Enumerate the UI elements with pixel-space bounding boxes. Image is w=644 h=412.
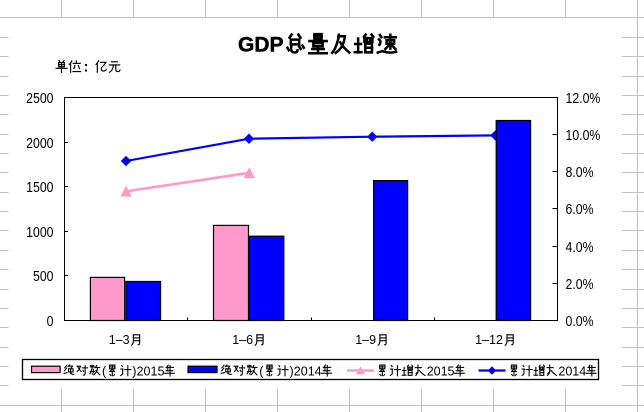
svg-text:2014: 2014 xyxy=(558,365,586,379)
svg-text:1–12: 1–12 xyxy=(475,333,503,347)
svg-text:2000: 2000 xyxy=(26,135,54,151)
svg-text:6.0%: 6.0% xyxy=(566,201,594,217)
svg-text:10.0%: 10.0% xyxy=(566,127,601,143)
svg-text:): ) xyxy=(290,365,294,379)
svg-text:1–9: 1–9 xyxy=(355,333,376,347)
svg-text:0: 0 xyxy=(47,313,54,329)
svg-text:2015: 2015 xyxy=(427,365,455,379)
svg-text:1–6: 1–6 xyxy=(232,333,253,347)
svg-text:12.0%: 12.0% xyxy=(566,90,601,106)
svg-text:(: ( xyxy=(259,365,264,379)
svg-text:1500: 1500 xyxy=(26,179,54,195)
svg-text:GDP: GDP xyxy=(238,34,284,57)
svg-text:(: ( xyxy=(102,365,107,379)
svg-text:1000: 1000 xyxy=(26,224,54,240)
svg-text:1–3: 1–3 xyxy=(109,333,130,347)
svg-text:500: 500 xyxy=(33,268,54,284)
svg-text:2014: 2014 xyxy=(294,365,322,379)
svg-text:2500: 2500 xyxy=(26,90,54,106)
svg-text:0.0%: 0.0% xyxy=(566,313,594,329)
svg-text:): ) xyxy=(132,365,136,379)
svg-text:2.0%: 2.0% xyxy=(566,276,594,292)
svg-text:4.0%: 4.0% xyxy=(566,239,594,255)
svg-text:8.0%: 8.0% xyxy=(566,164,594,180)
svg-text:2015: 2015 xyxy=(137,365,165,379)
